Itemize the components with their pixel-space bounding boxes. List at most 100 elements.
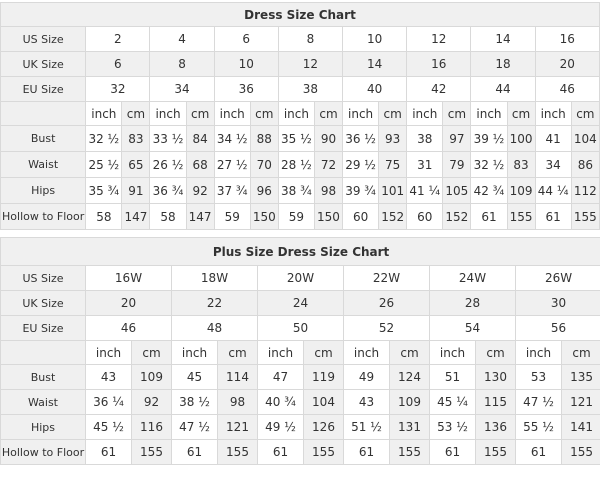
- size-cell: 56: [514, 315, 600, 341]
- row-label: Bust: [0, 364, 86, 390]
- unit-cell-inch: inch: [85, 340, 132, 365]
- measure-cell: 155: [475, 439, 516, 465]
- measure-cell: 61: [429, 439, 476, 465]
- size-cell: 34: [149, 76, 215, 102]
- unit-cell-cm: cm: [570, 101, 600, 126]
- measure-cell: 155: [131, 439, 172, 465]
- size-cell: 26W: [514, 265, 600, 291]
- measure-cell: 33 ½: [149, 125, 187, 152]
- unit-cell-cm: cm: [303, 340, 344, 365]
- size-cell: 16: [406, 51, 472, 77]
- size-cell: 8: [277, 26, 344, 52]
- measure-cell: 32 ½: [470, 151, 508, 178]
- measure-cell: 36 ¾: [149, 177, 187, 204]
- table-row: US Size 16W 18W 20W 22W 24W 26W: [0, 265, 600, 291]
- measure-cell: 119: [303, 364, 344, 390]
- measure-cell: 27 ½: [213, 151, 251, 178]
- plus-size-dress-size-chart-table: Plus Size Dress Size Chart US Size 16W 18W 2…: [0, 237, 600, 465]
- unit-cell-cm: cm: [249, 101, 279, 126]
- measure-cell: 121: [560, 389, 600, 415]
- measure-cell: 49 ½: [257, 414, 304, 440]
- table-row: EU Size 32 34 36 38 40 42 44 46: [0, 76, 600, 102]
- size-cell: 40: [342, 76, 408, 102]
- measure-cell: 70: [249, 151, 279, 178]
- size-cell: 18W: [171, 265, 258, 291]
- size-cell: 18: [470, 51, 536, 77]
- size-cell: 44: [470, 76, 536, 102]
- size-cell: 46: [85, 315, 172, 341]
- row-label: Hollow to Floor: [0, 439, 86, 465]
- measure-cell: 36 ¼: [85, 389, 132, 415]
- size-cell: 24: [257, 290, 344, 316]
- measure-cell: 109: [131, 364, 172, 390]
- unit-cell-inch: inch: [515, 340, 562, 365]
- measure-cell: 61: [85, 439, 132, 465]
- size-cell: 20: [534, 51, 600, 77]
- measure-cell: 61: [343, 439, 390, 465]
- measure-cell: 47 ½: [171, 414, 218, 440]
- unit-cell-cm: cm: [475, 340, 516, 365]
- row-label: Hollow to Floor: [0, 203, 87, 230]
- unit-cell-inch: inch: [343, 340, 390, 365]
- measure-cell: 109: [506, 177, 536, 204]
- size-cell: 26: [343, 290, 430, 316]
- row-label: US Size: [0, 265, 86, 291]
- table-row: Plus Size Dress Size Chart: [0, 237, 600, 266]
- unit-cell-inch: inch: [171, 340, 218, 365]
- measure-cell: 35 ½: [277, 125, 315, 152]
- size-cell: 30: [514, 290, 600, 316]
- measure-cell: 79: [442, 151, 472, 178]
- measure-cell: 93: [378, 125, 408, 152]
- measure-cell: 45 ½: [85, 414, 132, 440]
- size-cell: 20W: [257, 265, 344, 291]
- measure-cell: 31: [406, 151, 444, 178]
- measure-cell: 98: [217, 389, 258, 415]
- size-cell: 50: [257, 315, 344, 341]
- measure-cell: 155: [570, 203, 600, 230]
- measure-cell: 150: [249, 203, 279, 230]
- measure-cell: 55 ½: [515, 414, 562, 440]
- size-cell: 52: [343, 315, 430, 341]
- unit-cell-inch: inch: [429, 340, 476, 365]
- size-cell: 6: [213, 26, 279, 52]
- unit-cell-inch: inch: [213, 101, 251, 126]
- size-cell: 6: [85, 51, 151, 77]
- measure-cell: 155: [560, 439, 600, 465]
- measure-cell: 101: [378, 177, 408, 204]
- table-row: Waist 25 ½ 65 26 ½ 68 27 ½ 70 28 ½ 72 29 ½ 75 31 79 3…: [0, 151, 600, 178]
- size-cell: 24W: [429, 265, 516, 291]
- measure-cell: 68: [185, 151, 215, 178]
- table-row: UK Size 6 8 10 12 14 16 18 20: [0, 51, 600, 77]
- measure-cell: 92: [185, 177, 215, 204]
- measure-cell: 61: [534, 203, 572, 230]
- size-cell: 16W: [85, 265, 172, 291]
- unit-cell-cm: cm: [185, 101, 215, 126]
- measure-cell: 124: [389, 364, 430, 390]
- measure-cell: 130: [475, 364, 516, 390]
- size-cell: 32: [85, 76, 151, 102]
- size-cell: 10: [213, 51, 279, 77]
- table-row: Dress Size Chart: [0, 2, 600, 27]
- measure-cell: 41 ¼: [406, 177, 444, 204]
- measure-cell: 40 ¾: [257, 389, 304, 415]
- measure-cell: 96: [249, 177, 279, 204]
- unit-cell-inch: inch: [342, 101, 380, 126]
- measure-cell: 131: [389, 414, 430, 440]
- unit-cell-inch: inch: [85, 101, 123, 126]
- table-row: Bust 32 ½ 83 33 ½ 84 34 ½ 88 35 ½ 90 36 ½ 93 38 97 39…: [0, 125, 600, 152]
- measure-cell: 28 ½: [277, 151, 315, 178]
- measure-cell: 45 ¼: [429, 389, 476, 415]
- dress-size-chart-table: Dress Size Chart US Size 2 4 6 8 10 12 14 16 UK Si…: [0, 2, 600, 230]
- table-row: EU Size 46 48 50 52 54 56: [0, 315, 600, 341]
- measure-cell: 152: [442, 203, 472, 230]
- measure-cell: 51 ½: [343, 414, 390, 440]
- row-label: [0, 340, 86, 365]
- table-row: inch cm inch cm inch cm inch cm inch cm inch cm: [0, 340, 600, 365]
- measure-cell: 72: [313, 151, 344, 178]
- measure-cell: 43: [85, 364, 132, 390]
- measure-cell: 65: [121, 151, 151, 178]
- measure-cell: 114: [217, 364, 258, 390]
- unit-cell-cm: cm: [121, 101, 151, 126]
- unit-cell-inch: inch: [470, 101, 508, 126]
- measure-cell: 91: [121, 177, 151, 204]
